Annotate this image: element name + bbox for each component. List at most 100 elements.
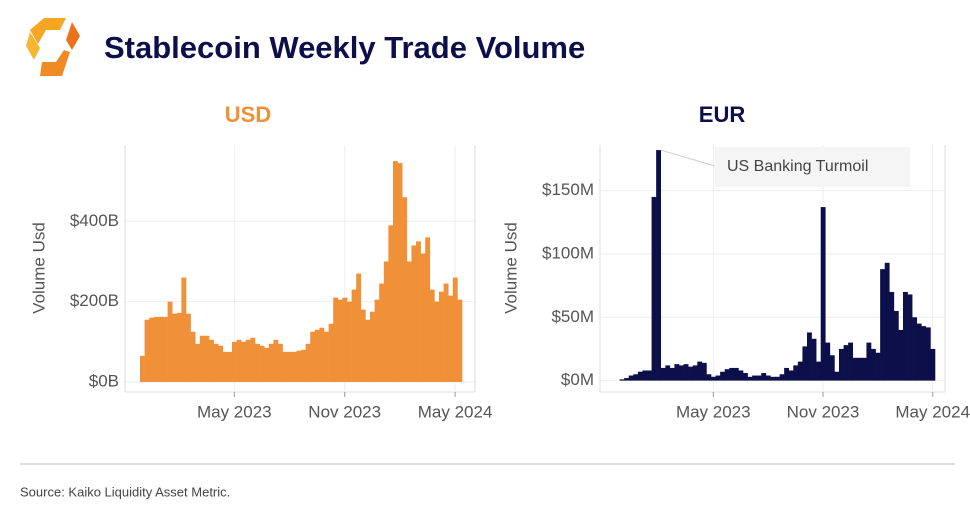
annotation-line (660, 149, 716, 167)
bar (199, 335, 205, 382)
bar (793, 365, 799, 381)
bar (834, 371, 840, 381)
bar (775, 376, 780, 381)
bar (921, 326, 927, 381)
bar (416, 241, 421, 382)
bar (779, 374, 785, 381)
bar (278, 343, 283, 382)
y-axis-label: Volume Usd (29, 222, 48, 314)
y-tick-label: $100M (542, 243, 594, 262)
bar (167, 301, 173, 382)
bar (434, 301, 440, 382)
annotation-box (715, 147, 910, 187)
bar (825, 342, 831, 381)
bar (213, 343, 219, 382)
bar (457, 299, 463, 382)
bar (393, 161, 398, 382)
chart-title: EUR (699, 102, 746, 127)
bar (839, 348, 844, 381)
bar (176, 312, 182, 382)
bar (328, 323, 334, 382)
bar (683, 364, 689, 381)
bar (149, 317, 155, 382)
chart-title: USD (225, 102, 271, 127)
bar (637, 371, 643, 381)
bar (236, 339, 242, 382)
bar (324, 331, 329, 382)
bar (765, 375, 771, 381)
bar (425, 237, 431, 382)
bar (186, 313, 191, 382)
bar (406, 261, 412, 382)
bar (397, 163, 403, 382)
bar (720, 371, 726, 381)
bar (898, 329, 904, 381)
bar (930, 348, 936, 381)
bar (647, 370, 652, 381)
bar (351, 289, 357, 382)
bar (925, 327, 931, 381)
bar (857, 357, 863, 381)
bar (674, 364, 680, 381)
bar (264, 347, 270, 382)
bar (724, 369, 730, 381)
bar (163, 316, 168, 382)
page-title: Stablecoin Weekly Trade Volume (104, 30, 585, 65)
bar (729, 367, 735, 381)
bar (679, 365, 684, 381)
bar (245, 339, 251, 382)
bar (241, 341, 247, 382)
bar (140, 355, 145, 382)
bar (383, 261, 389, 382)
bar (884, 262, 890, 381)
y-axis-label: Volume Usd (501, 222, 520, 314)
x-tick-label: Nov 2023 (308, 402, 381, 421)
bar (711, 376, 716, 381)
bar (701, 362, 707, 381)
bar (624, 378, 630, 381)
bar (209, 339, 214, 382)
bar (287, 351, 293, 382)
logo-shape (66, 22, 80, 50)
bar (420, 253, 426, 382)
bar (190, 331, 196, 382)
bar (291, 351, 297, 382)
bar (907, 294, 913, 381)
y-tick-label: $400B (70, 211, 119, 230)
bar (912, 317, 918, 381)
bar (642, 370, 648, 381)
bar (756, 375, 762, 381)
bar (411, 245, 417, 382)
bar (843, 345, 849, 381)
y-tick-label: $0M (561, 370, 594, 389)
bar (797, 361, 803, 381)
bar (871, 348, 876, 381)
bar (660, 367, 666, 381)
bar (448, 295, 454, 382)
bar (784, 367, 790, 381)
bar (347, 301, 352, 382)
logo-shape (30, 18, 66, 44)
bar (144, 319, 150, 382)
bar (829, 355, 835, 381)
bar (195, 343, 201, 382)
bar (204, 335, 210, 382)
bar (374, 299, 380, 382)
bar (665, 365, 671, 381)
bar (268, 343, 274, 382)
bar (752, 375, 758, 381)
bar (296, 350, 302, 382)
bar (633, 374, 639, 381)
x-tick-label: May 2023 (197, 402, 272, 421)
bar (807, 332, 812, 381)
x-tick-label: May 2023 (676, 402, 751, 421)
x-tick-label: May 2024 (418, 402, 493, 421)
bar (889, 291, 895, 381)
bar (227, 351, 233, 382)
bar (715, 375, 721, 381)
bar (866, 342, 872, 381)
bar (811, 338, 817, 381)
bar (619, 379, 625, 381)
bar (788, 370, 794, 381)
bar (314, 329, 320, 382)
